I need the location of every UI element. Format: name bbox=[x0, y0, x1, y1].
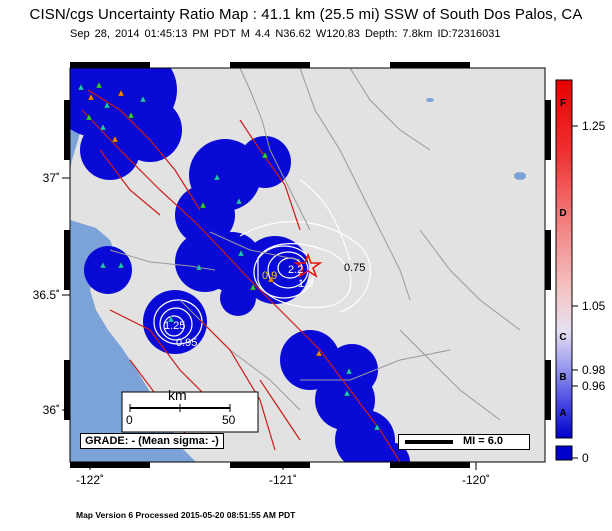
epicenter-star bbox=[293, 252, 323, 278]
map-version-footer: Map Version 6 Processed 2015-05-20 08:51… bbox=[76, 510, 296, 520]
faults bbox=[81, 89, 401, 462]
colorbar-grade-b: B bbox=[559, 372, 567, 383]
map-title: CISN/cgs Uncertainty Ratio Map : 41.1 km… bbox=[29, 6, 583, 23]
scale-end: 50 bbox=[222, 413, 236, 427]
seismic-stations bbox=[77, 81, 381, 431]
axis-ticks bbox=[62, 177, 477, 470]
mi-legend-bar bbox=[405, 440, 453, 444]
contour-label: 0.95 bbox=[176, 337, 198, 349]
mi-legend-text: MI = 6.0 bbox=[463, 435, 504, 447]
lon-label-121: -121˚ bbox=[268, 473, 297, 487]
colorbar-value-0: 0 bbox=[582, 451, 589, 465]
colorbar-grade-a: A bbox=[559, 408, 567, 419]
lake bbox=[514, 172, 526, 180]
colorbar-grade-c: C bbox=[559, 332, 567, 343]
scale-unit: km bbox=[168, 387, 187, 403]
colorbar-value-0-98: 0.98 bbox=[582, 363, 606, 377]
lat-label-36-5: 36.5˚ bbox=[32, 288, 60, 302]
contour-label: 2.2 bbox=[288, 264, 304, 276]
scale-bar bbox=[121, 391, 259, 433]
colorbar-value-0-96: 0.96 bbox=[582, 379, 606, 393]
grade-box: GRADE: - (Mean sigma: -) bbox=[80, 433, 224, 449]
colorbar-grade-d: D bbox=[559, 208, 567, 219]
colorbar bbox=[555, 79, 573, 439]
lon-label-120: -120˚ bbox=[461, 473, 490, 487]
contour-label: 0.75 bbox=[344, 262, 366, 274]
roads bbox=[109, 68, 521, 421]
map-border bbox=[64, 62, 551, 468]
lon-label-122: -122˚ bbox=[75, 473, 104, 487]
lat-label-37: 37˚ bbox=[42, 171, 60, 185]
uncertainty-high-region bbox=[70, 68, 410, 462]
colorbar-grade-f: F bbox=[559, 98, 567, 109]
scale-start: 0 bbox=[126, 413, 133, 427]
colorbar-value-1-25: 1.25 bbox=[582, 119, 606, 133]
lake bbox=[426, 98, 434, 102]
colorbar-value-1-05: 1.05 bbox=[582, 299, 606, 313]
mi-legend: MI = 6.0 bbox=[398, 434, 530, 450]
colorbar-zero-swatch bbox=[555, 445, 573, 461]
contour-label: 0.9 bbox=[262, 270, 278, 282]
lat-label-36: 36˚ bbox=[42, 403, 60, 417]
contour-label: 1.25 bbox=[164, 320, 186, 332]
colorbar-ticks bbox=[572, 125, 578, 459]
ocean bbox=[70, 220, 196, 462]
event-info: Sep 28, 2014 01:45:13 PM PDT M 4.4 N36.6… bbox=[70, 28, 501, 40]
contour-label: 1.5 bbox=[298, 278, 314, 290]
